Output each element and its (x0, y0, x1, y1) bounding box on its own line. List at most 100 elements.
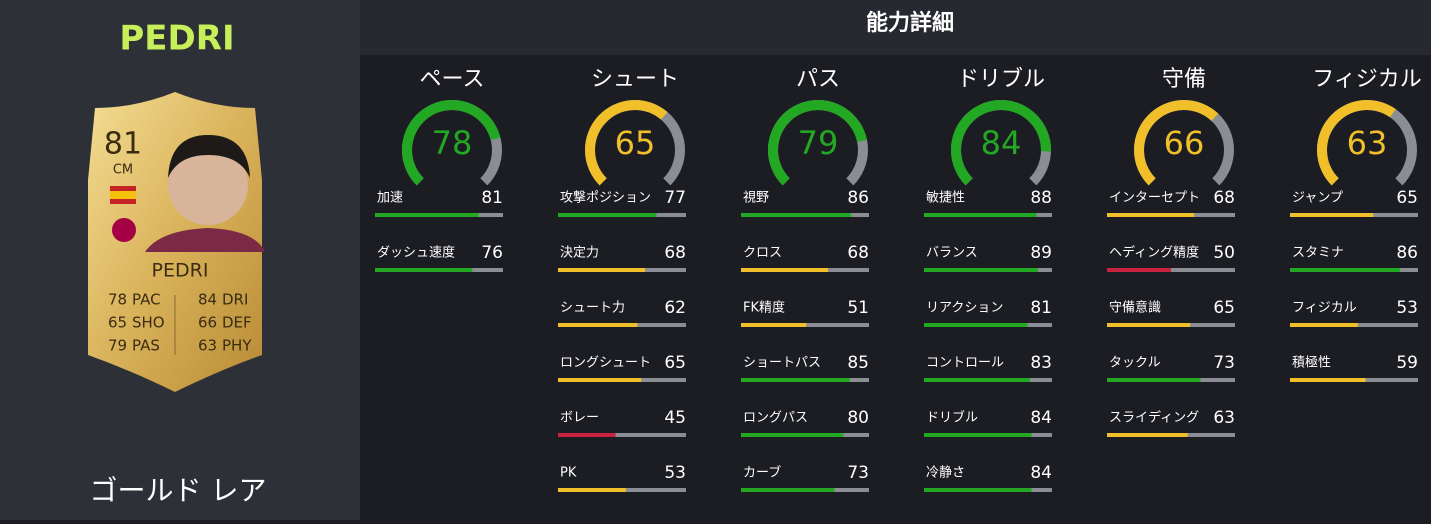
stat-name: インターセプト (1109, 191, 1200, 206)
stat-value: 83 (1030, 353, 1052, 373)
stat-bar (741, 323, 807, 327)
card-stat-value: 66 (198, 314, 217, 332)
stat-name: 決定力 (560, 246, 599, 261)
gauge-value: 84 (981, 124, 1022, 162)
card-stat-value: 65 (108, 314, 127, 332)
stat-value: 50 (1213, 243, 1235, 263)
panel-title: 能力詳細 (866, 10, 954, 36)
stat-bar (1290, 323, 1358, 327)
stat-bar (741, 268, 829, 272)
player-face (168, 145, 248, 225)
stat-bar (741, 488, 835, 492)
stat-value: 88 (1030, 188, 1052, 208)
gauge-fill (402, 100, 501, 186)
stat-bar (924, 378, 1031, 382)
stat-bar-track (558, 433, 686, 437)
card-stat-value: 78 (108, 291, 127, 309)
category-name: フィジカル (1312, 67, 1422, 92)
stat-bar (924, 268, 1038, 272)
stat-name: PK (560, 466, 577, 481)
stat-value: 73 (847, 463, 869, 483)
player-name: PEDRI (119, 19, 234, 59)
stat-bar (1290, 213, 1374, 217)
stat-value: 68 (664, 243, 686, 263)
header-bar (360, 0, 1431, 55)
gauge-fill (585, 100, 668, 186)
stat-value: 77 (664, 188, 686, 208)
stat-name: ボレー (560, 411, 599, 426)
card-stat-value: 84 (198, 291, 217, 309)
stat-name: 冷静さ (926, 466, 965, 481)
stat-name: コントロール (926, 356, 1004, 371)
gauge-value: 65 (615, 124, 656, 162)
gauge-fill (768, 100, 867, 186)
stat-bar (375, 268, 473, 272)
stat-bar (924, 433, 1032, 437)
card-stat-value: 79 (108, 337, 127, 355)
flag-band (110, 191, 136, 199)
stat-bar (924, 488, 1032, 492)
stat-name: リアクション (926, 301, 1003, 316)
gauge-fill (951, 100, 1051, 186)
stat-bar (741, 433, 844, 437)
stat-bar (1107, 213, 1195, 217)
stat-name: フィジカル (1292, 301, 1357, 316)
stat-value: 76 (481, 243, 503, 263)
stat-name: タックル (1109, 356, 1161, 371)
card-stat-value: 63 (198, 337, 217, 355)
stat-value: 65 (664, 353, 686, 373)
player-shirt (145, 228, 265, 252)
stat-value: 63 (1213, 408, 1235, 428)
stat-value: 81 (1030, 298, 1052, 318)
stat-bar (558, 378, 642, 382)
gauge-value: 79 (798, 124, 839, 162)
stat-bar (924, 323, 1028, 327)
stat-value: 62 (664, 298, 686, 318)
stat-name: ダッシュ速度 (377, 245, 455, 261)
stat-name: ロングパス (743, 411, 808, 426)
category-name: 守備 (1162, 67, 1206, 92)
stat-name: ドリブル (926, 410, 978, 426)
stat-name: クロス (743, 246, 782, 261)
stat-bar (1107, 268, 1171, 272)
stat-value: 53 (1396, 298, 1418, 318)
stat-bar (558, 213, 657, 217)
gauge-value: 78 (432, 124, 473, 162)
stat-value: 65 (1396, 188, 1418, 208)
stat-value: 84 (1030, 463, 1052, 483)
stat-value: 81 (481, 188, 503, 208)
gauge-value: 63 (1347, 124, 1388, 162)
stat-name: 加速 (377, 191, 403, 206)
category-name: パス (796, 67, 840, 92)
stat-name: シュート力 (560, 301, 625, 316)
stat-name: 積極性 (1292, 355, 1331, 371)
stat-name: FK精度 (743, 300, 785, 316)
card-stat-label: PAC (132, 291, 161, 309)
stat-value: 53 (664, 463, 686, 483)
stat-bar (558, 433, 616, 437)
stat-bar (1290, 378, 1366, 382)
stat-value: 65 (1213, 298, 1235, 318)
category-name: ドリブル (957, 67, 1045, 92)
stat-bar (1107, 323, 1191, 327)
stat-name: カーブ (743, 465, 781, 481)
category-name: シュート (591, 67, 679, 92)
stat-bar (1107, 378, 1201, 382)
stat-value: 86 (847, 188, 869, 208)
stat-bar (1290, 268, 1401, 272)
stat-name: 守備意識 (1109, 300, 1161, 316)
gauge-value: 66 (1164, 124, 1205, 162)
card-stat-label: PHY (222, 337, 252, 355)
stat-bar (375, 213, 479, 217)
stat-name: ジャンプ (1292, 191, 1343, 206)
card-rating: 81 (104, 127, 142, 162)
gauge-fill (1317, 99, 1396, 186)
card-name: PEDRI (152, 260, 209, 282)
stat-bar (924, 213, 1037, 217)
card-stat-label: PAS (132, 337, 160, 355)
stat-bar (558, 323, 638, 327)
stat-name: スタミナ (1292, 246, 1344, 261)
stat-name: 敏捷性 (926, 191, 965, 206)
stat-name: スライディング (1109, 410, 1199, 426)
